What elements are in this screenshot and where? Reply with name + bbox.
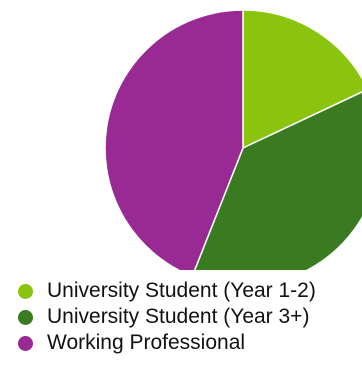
legend-swatch <box>18 309 33 325</box>
legend-item: Working Professional <box>18 330 316 356</box>
pie-slice-3 <box>104 9 244 270</box>
pie-slice-2 <box>193 91 362 270</box>
chart-legend: University Student (Year 1-2) University … <box>18 278 316 356</box>
legend-label: University Student (Year 3+) <box>47 305 310 328</box>
legend-item: University Student (Year 3+) <box>18 304 316 330</box>
legend-swatch <box>18 335 33 351</box>
legend-swatch <box>18 283 33 299</box>
pie-chart <box>104 9 362 270</box>
legend-label: University Student (Year 1-2) <box>47 279 316 302</box>
legend-label: Working Professional <box>47 331 246 354</box>
legend-item: University Student (Year 1-2) <box>18 278 316 304</box>
pie-slices <box>104 9 362 270</box>
